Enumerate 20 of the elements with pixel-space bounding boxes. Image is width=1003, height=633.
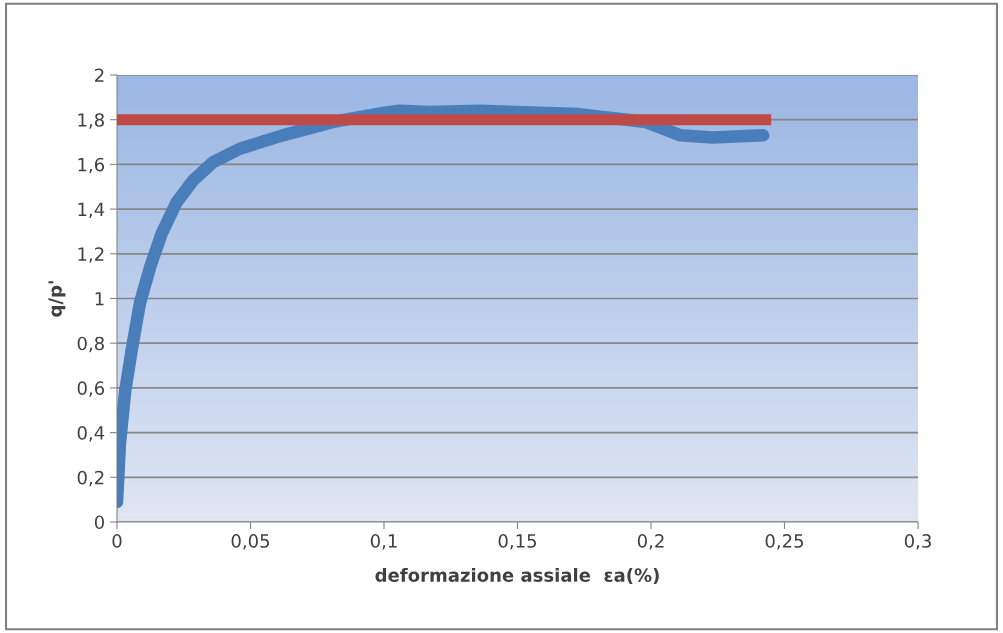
y-tick-label: 1,8 <box>78 113 104 129</box>
y-tick-label: 1,4 <box>78 202 105 219</box>
x-tick-label: 0,2 <box>637 534 664 550</box>
y-tick-label: 0,2 <box>77 470 104 487</box>
x-tick-label: 0,3 <box>904 534 931 550</box>
y-axis-title: q/p' <box>48 281 66 317</box>
y-tick-label: 1 <box>95 292 104 306</box>
y-tick-label: 0,6 <box>77 381 105 397</box>
x-tick-label: 0 <box>112 534 122 548</box>
y-tick-label: 0,8 <box>77 336 104 353</box>
y-tick-label: 1,2 <box>78 247 104 263</box>
x-axis-title: deformazione assiale εa(%) <box>375 567 659 585</box>
y-tick-label: 1,6 <box>78 157 105 174</box>
y-tick-label: 0 <box>94 515 104 530</box>
x-tick-label: 0,15 <box>498 534 537 550</box>
x-tick-label: 0,05 <box>231 534 270 550</box>
x-tick-label: 0,1 <box>370 534 397 550</box>
x-tick-label: 0,25 <box>765 534 804 550</box>
y-tick-label: 2 <box>95 68 104 82</box>
y-tick-label: 0,4 <box>77 426 105 442</box>
